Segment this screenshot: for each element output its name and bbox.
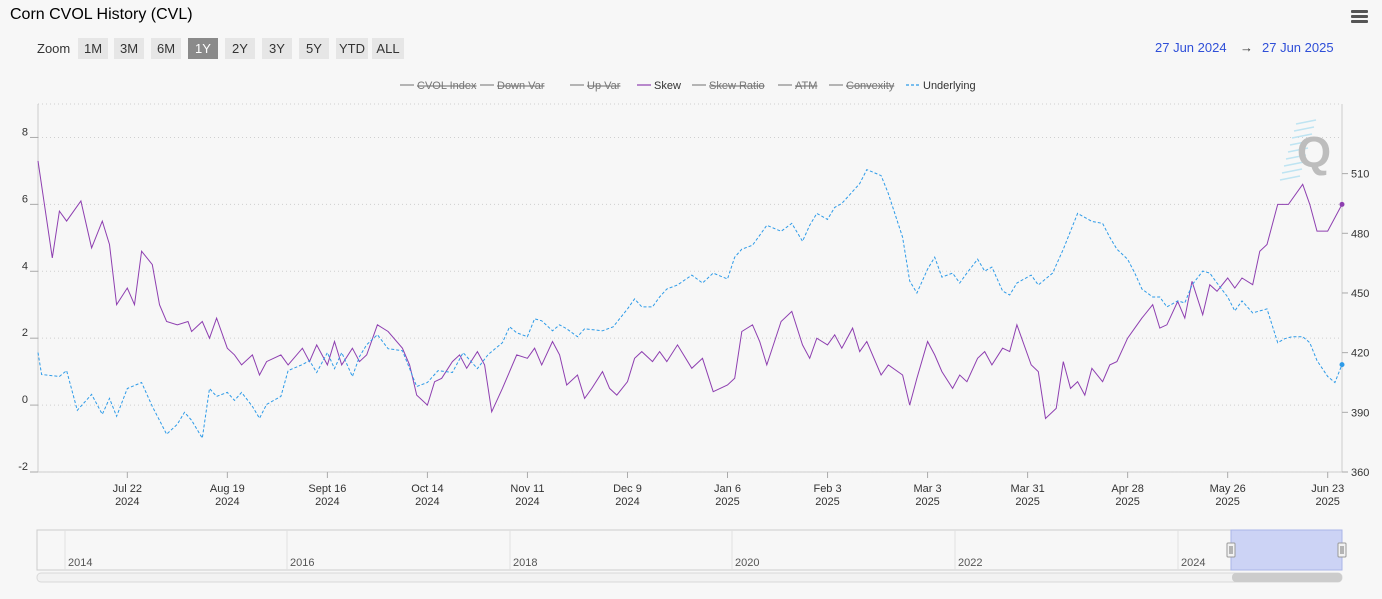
chart-title: Corn CVOL History (CVL) <box>10 6 193 23</box>
series-line-underlying <box>37 168 1343 440</box>
navigator-left-handle[interactable] <box>1226 542 1236 558</box>
q-logo-letter: Q <box>1297 128 1331 177</box>
y-right-tick-label: 390 <box>1351 407 1369 419</box>
x-tick-year-label: 2024 <box>215 496 239 508</box>
legend-item-skew-ratio[interactable]: Skew Ratio <box>709 80 765 92</box>
series-endpoint-skew <box>1339 201 1345 207</box>
x-tick-label: May 26 <box>1210 483 1246 495</box>
navigator-year-label: 2020 <box>735 557 759 569</box>
x-tick-label: Aug 19 <box>210 483 245 495</box>
q-logo-stroke <box>1293 126 1315 132</box>
x-tick-label: Mar 31 <box>1010 483 1044 495</box>
navigator-scrollbar-track[interactable] <box>36 572 1343 583</box>
x-tick-year-label: 2025 <box>1115 496 1139 508</box>
legend-item-cvol-index[interactable]: CVOL Index <box>417 80 477 92</box>
x-tick-year-label: 2024 <box>615 496 639 508</box>
x-tick-year-label: 2025 <box>1015 496 1039 508</box>
x-tick-year-label: 2025 <box>815 496 839 508</box>
zoom-button-all[interactable]: ALL <box>372 38 404 59</box>
zoom-button-3m[interactable]: 3M <box>114 38 144 59</box>
legend-item-up-var[interactable]: Up Var <box>587 80 621 92</box>
x-tick-label: Jul 22 <box>113 483 142 495</box>
navigator-year-label: 2022 <box>958 557 982 569</box>
x-tick-label: Mar 3 <box>914 483 942 495</box>
zoom-button-3y[interactable]: 3Y <box>262 38 292 59</box>
x-tick-year-label: 2025 <box>915 496 939 508</box>
navigator-year-label: 2016 <box>290 557 314 569</box>
navigator-selected-range[interactable] <box>1230 529 1343 571</box>
navigator-year-label: 2014 <box>68 557 92 569</box>
x-tick-year-label: 2024 <box>415 496 439 508</box>
x-tick-year-label: 2024 <box>515 496 539 508</box>
y-right-tick-label: 480 <box>1351 228 1369 240</box>
y-left-tick-label: 2 <box>22 327 28 339</box>
q-logo-stroke <box>1291 133 1313 139</box>
legend-item-underlying[interactable]: Underlying <box>923 80 976 92</box>
x-tick-year-label: 2024 <box>115 496 139 508</box>
x-tick-year-label: 2025 <box>1215 496 1239 508</box>
x-tick-label: Apr 28 <box>1111 483 1143 495</box>
x-tick-year-label: 2025 <box>1315 496 1339 508</box>
zoom-button-6m[interactable]: 6M <box>151 38 181 59</box>
range-arrow: → <box>1240 40 1253 55</box>
q-logo-stroke <box>1279 175 1301 181</box>
legend-item-skew[interactable]: Skew <box>654 80 681 92</box>
x-tick-label: Oct 14 <box>411 483 443 495</box>
navigator-right-handle[interactable] <box>1337 542 1347 558</box>
x-tick-label: Sept 16 <box>308 483 346 495</box>
legend-item-convexity[interactable]: Convexity <box>846 80 895 92</box>
x-tick-label: Jun 23 <box>1311 483 1344 495</box>
x-tick-label: Dec 9 <box>613 483 642 495</box>
navigator-scrollbar-thumb[interactable] <box>1232 573 1342 582</box>
legend-item-down-var[interactable]: Down Var <box>497 80 545 92</box>
q-logo-stroke <box>1295 119 1317 125</box>
range-from[interactable]: 27 Jun 2024 <box>1155 40 1227 55</box>
series-line-skew <box>37 160 1343 420</box>
y-left-tick-label: -2 <box>18 461 28 473</box>
zoom-label: Zoom <box>37 41 71 56</box>
hamburger-menu-icon[interactable] <box>1351 10 1368 24</box>
q-logo-stroke <box>1285 154 1307 160</box>
x-tick-year-label: 2025 <box>715 496 739 508</box>
zoom-button-5y[interactable]: 5Y <box>299 38 329 59</box>
legend-item-atm[interactable]: ATM <box>795 80 817 92</box>
x-tick-label: Feb 3 <box>813 483 841 495</box>
navigator-year-label: 2018 <box>513 557 537 569</box>
zoom-button-ytd[interactable]: YTD <box>336 38 368 59</box>
y-right-tick-label: 510 <box>1351 169 1369 181</box>
x-tick-year-label: 2024 <box>315 496 339 508</box>
q-logo-stroke <box>1283 161 1305 167</box>
y-right-tick-label: 450 <box>1351 288 1369 300</box>
q-logo-stroke <box>1289 140 1311 146</box>
q-logo-watermark <box>1279 119 1317 181</box>
y-left-tick-label: 0 <box>22 394 28 406</box>
range-to[interactable]: 27 Jun 2025 <box>1262 40 1334 55</box>
x-tick-label: Jan 6 <box>714 483 741 495</box>
zoom-button-1y[interactable]: 1Y <box>188 38 218 59</box>
navigator-year-label: 2024 <box>1181 557 1205 569</box>
navigator-frame <box>36 529 1343 571</box>
zoom-button-1m[interactable]: 1M <box>78 38 108 59</box>
y-right-tick-label: 420 <box>1351 348 1369 360</box>
y-right-tick-label: 360 <box>1351 467 1369 479</box>
x-tick-label: Nov 11 <box>510 483 544 495</box>
y-left-tick-label: 4 <box>22 260 28 272</box>
y-left-tick-label: 6 <box>22 193 28 205</box>
q-logo-stroke <box>1281 168 1303 174</box>
zoom-button-2y[interactable]: 2Y <box>225 38 255 59</box>
y-left-tick-label: 8 <box>22 126 28 138</box>
q-logo-stroke <box>1287 147 1309 153</box>
series-endpoint-underlying <box>1339 362 1345 368</box>
